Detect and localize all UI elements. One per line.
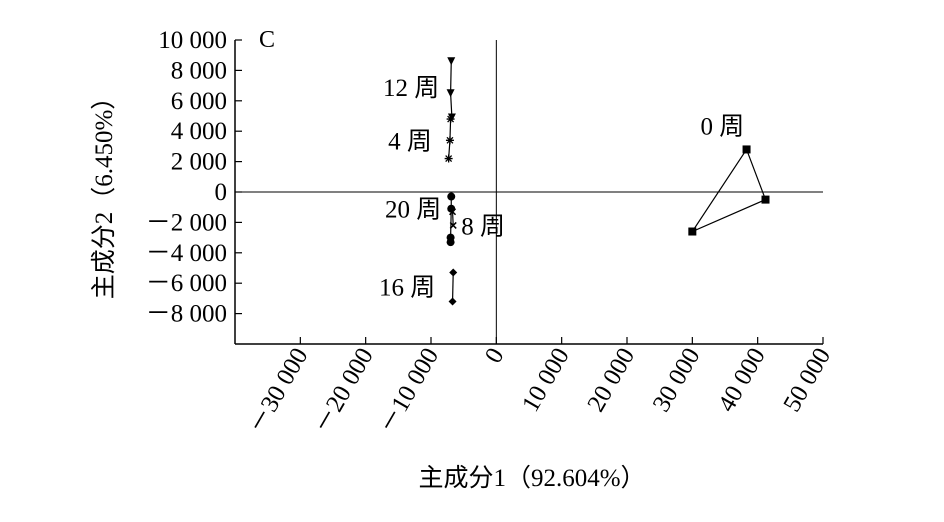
circle-point (447, 192, 456, 201)
series-line (451, 272, 454, 302)
x-tick-label: 30 000 (648, 344, 706, 417)
star-point (446, 115, 455, 124)
y-tick-label: －4 000 (146, 240, 227, 267)
series-line (690, 148, 767, 233)
series-label: 16 周 (379, 275, 435, 302)
y-tick-label: －8 000 (146, 301, 227, 328)
series-group (446, 192, 456, 247)
y-tick-label: －2 000 (146, 209, 227, 236)
y-tick-label: 0 (215, 179, 228, 206)
x-tick-label: －30 000 (243, 344, 313, 439)
y-tick-label: －6 000 (146, 270, 227, 297)
y-tick-label: 10 000 (158, 27, 227, 54)
x-tick-label: 10 000 (517, 344, 575, 417)
x-tick-label: 40 000 (713, 344, 771, 417)
series-label: 8 周 (461, 213, 505, 240)
square-point (688, 227, 697, 236)
y-tick-label: 2 000 (171, 149, 227, 176)
triangle-point (446, 89, 455, 98)
y-axis-title: 主成分2（6.450%） (90, 85, 118, 300)
series-layer (444, 57, 770, 306)
square-point (761, 195, 770, 204)
x-axis-title: 主成分1（92.604%） (418, 464, 645, 492)
panel-label: C (259, 27, 275, 53)
x-tick-label: 20 000 (582, 344, 640, 417)
series-label: 20 周 (385, 197, 441, 224)
series-label: 0 周 (700, 113, 744, 140)
circle-point (447, 204, 456, 213)
diamond-point (449, 268, 458, 277)
star-point (445, 136, 454, 145)
y-tick-label: 6 000 (171, 88, 227, 115)
series-label: 12 周 (383, 75, 439, 102)
series-group (448, 268, 458, 306)
circle-point (446, 238, 455, 247)
series-group (444, 115, 455, 163)
square-point (742, 145, 751, 154)
diamond-point (448, 297, 457, 306)
series-line (451, 211, 454, 226)
x-tick-label: 50 000 (778, 344, 836, 417)
series-label: 4 周 (388, 128, 432, 155)
group-labels: 0 周 4 周 12 周 8 周 20 周 16 周 (379, 75, 744, 301)
series-group (446, 57, 456, 122)
y-tick-label: 4 000 (171, 118, 227, 145)
x-tick-label: －20 000 (309, 344, 379, 439)
series-group (688, 145, 770, 236)
triangle-point (447, 57, 456, 66)
x-tick-label: －10 000 (374, 344, 444, 439)
triangle-point (447, 113, 456, 122)
star-point (444, 154, 453, 163)
y-tick-label: 8 000 (171, 57, 227, 84)
x-tick-label: 0 (480, 344, 510, 368)
